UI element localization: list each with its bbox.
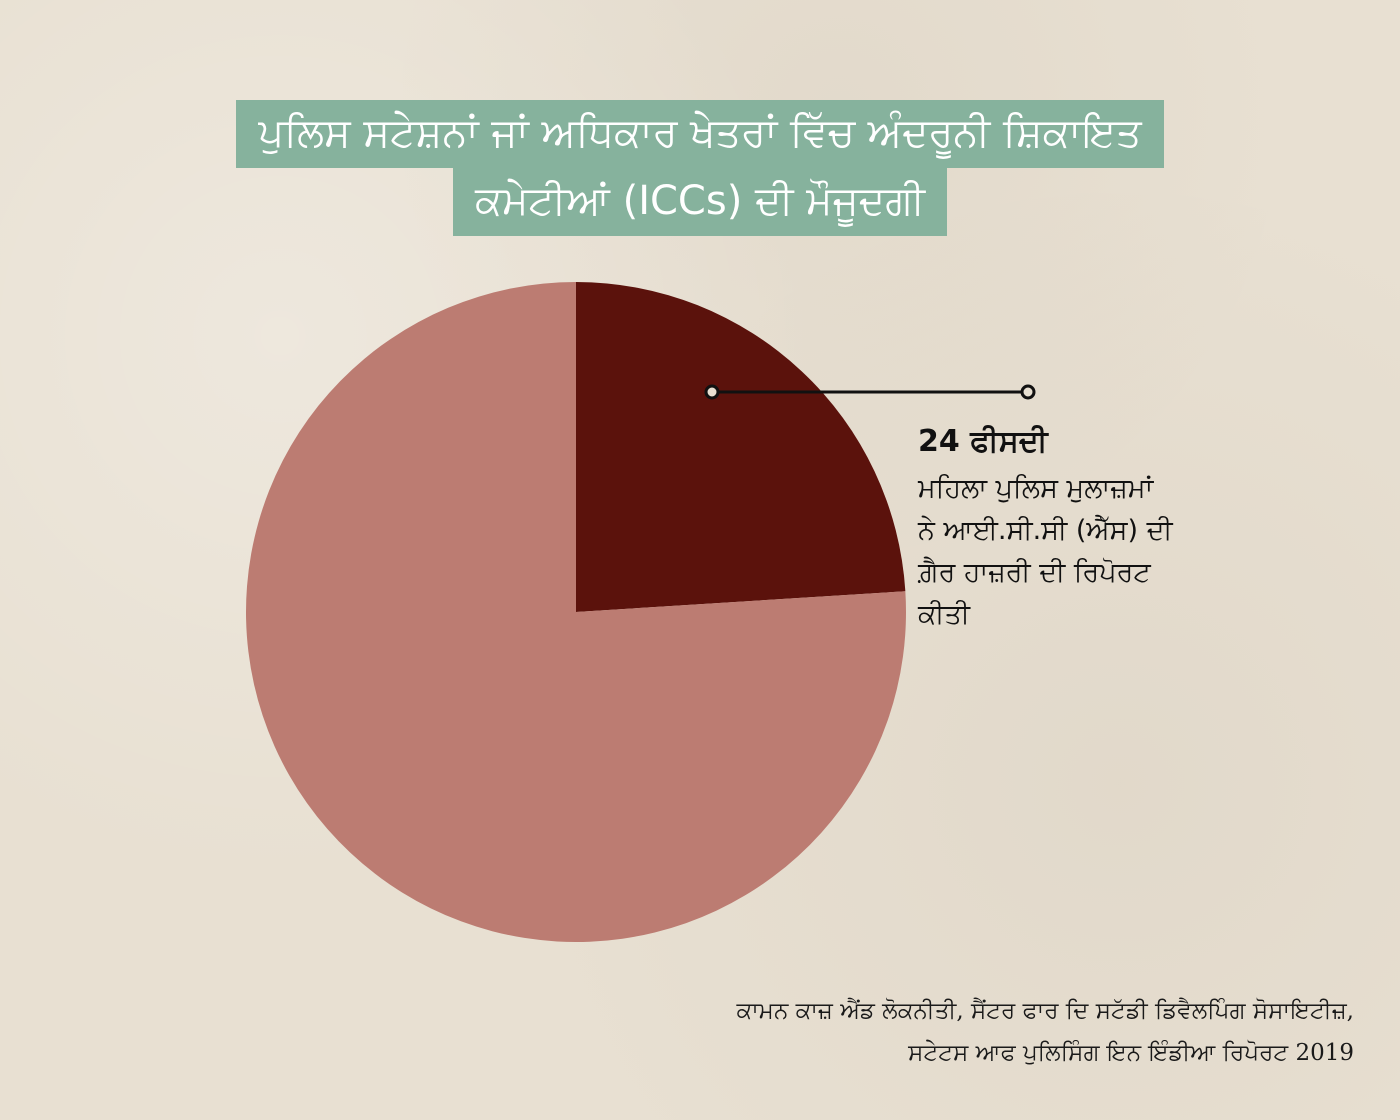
callout-description: ਮਹਿਲਾ ਪੁਲਿਸ ਮੁਲਾਜ਼ਮਾਂ ਨੇ ਆਈ.ਸੀ.ਸੀ (ਐੱਸ) … <box>918 473 1173 630</box>
pie-slice-2 <box>245 282 907 942</box>
callout-dot-end <box>1020 384 1036 400</box>
title-line-2: ਕਮੇਟੀਆਂ (ICCs) ਦੀ ਮੌਜੂਦਗੀ <box>452 168 948 236</box>
pie-slice-1 <box>576 282 906 612</box>
pie-slices <box>245 282 907 942</box>
source-note: ਕਾਮਨ ਕਾਜ਼ ਐਂਡ ਲੋਕਨੀਤੀ, ਸੈਂਟਰ ਫਾਰ ਦਿ ਸਟੱਡ… <box>454 990 1354 1074</box>
source-line-2: ਸਟੇਟਸ ਆਫ ਪੁਲਿਸਿੰਗ ਇਨ ਇੰਡੀਆ ਰਿਪੋਰਟ 2019 <box>908 1040 1354 1066</box>
title-line-1: ਪੁਲਿਸ ਸਟੇਸ਼ਨਾਂ ਜਾਂ ਅਧਿਕਾਰ ਖੇਤਰਾਂ ਵਿੱਚ ਅੰ… <box>236 100 1164 168</box>
source-line-1: ਕਾਮਨ ਕਾਜ਼ ਐਂਡ ਲੋਕਨੀਤੀ, ਸੈਂਟਰ ਫਾਰ ਦਿ ਸਟੱਡ… <box>736 998 1354 1024</box>
callout-connector <box>704 384 1036 400</box>
callout-label: 24 ਫੀਸਦੀ ਮਹਿਲਾ ਪੁਲਿਸ ਮੁਲਾਜ਼ਮਾਂ ਨੇ ਆਈ.ਸੀ.… <box>918 420 1248 636</box>
callout-dot-start <box>704 384 720 400</box>
callout-value: 24 ਫੀਸਦੀ <box>918 424 1048 459</box>
chart-title: ਪੁਲਿਸ ਸਟੇਸ਼ਨਾਂ ਜਾਂ ਅਧਿਕਾਰ ਖੇਤਰਾਂ ਵਿੱਚ ਅੰ… <box>0 100 1400 236</box>
